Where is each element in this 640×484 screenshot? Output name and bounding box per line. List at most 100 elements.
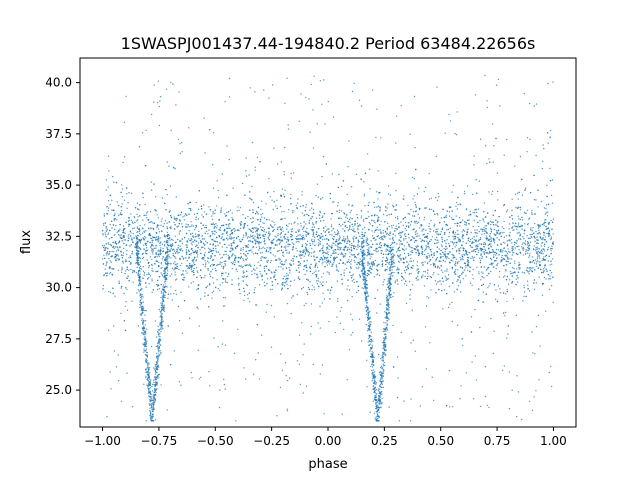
data-point xyxy=(357,240,360,242)
data-point xyxy=(303,225,305,227)
data-point xyxy=(489,257,492,260)
data-point xyxy=(318,285,320,288)
data-point xyxy=(197,235,200,238)
data-point xyxy=(130,244,133,246)
data-point xyxy=(301,194,303,196)
data-point xyxy=(336,256,338,259)
data-point xyxy=(370,261,373,263)
data-point xyxy=(315,274,317,276)
data-point xyxy=(376,274,378,276)
data-point xyxy=(118,280,120,282)
data-point xyxy=(526,280,529,282)
data-point xyxy=(395,204,398,206)
data-point xyxy=(265,257,267,259)
data-point xyxy=(185,226,188,228)
data-point xyxy=(227,273,230,275)
data-point xyxy=(234,261,236,263)
data-point xyxy=(251,270,253,272)
data-point xyxy=(426,257,428,259)
data-point xyxy=(243,299,245,302)
data-point xyxy=(545,207,547,210)
data-point xyxy=(458,276,460,279)
data-point xyxy=(230,255,233,257)
data-point xyxy=(126,250,128,252)
data-point xyxy=(319,211,321,214)
data-point xyxy=(140,268,142,270)
data-point xyxy=(506,240,508,242)
data-point xyxy=(192,251,195,254)
data-point xyxy=(518,245,520,247)
data-point xyxy=(441,228,443,231)
data-point xyxy=(417,245,419,248)
data-point xyxy=(379,246,382,249)
data-point xyxy=(312,232,315,234)
data-point xyxy=(486,274,488,277)
data-point xyxy=(335,264,338,266)
data-point xyxy=(238,288,241,291)
data-point xyxy=(119,246,121,249)
data-point xyxy=(137,234,139,237)
data-point xyxy=(451,253,453,255)
data-point xyxy=(255,246,258,248)
data-point xyxy=(189,208,192,210)
data-point xyxy=(167,297,169,299)
data-point xyxy=(214,209,216,211)
data-point xyxy=(136,219,139,221)
data-point xyxy=(454,246,456,248)
data-point xyxy=(413,215,416,217)
data-point xyxy=(109,194,112,197)
data-point xyxy=(305,223,307,225)
data-point xyxy=(409,246,411,248)
data-point xyxy=(291,210,293,212)
data-point xyxy=(420,224,423,226)
data-point xyxy=(131,253,133,255)
data-point xyxy=(346,214,348,216)
data-point xyxy=(392,259,395,261)
data-point xyxy=(325,229,328,231)
data-point xyxy=(490,228,493,231)
data-point xyxy=(412,260,415,262)
data-point xyxy=(270,241,272,243)
data-point xyxy=(322,245,324,247)
data-point xyxy=(297,229,299,231)
data-point xyxy=(326,238,328,240)
data-point xyxy=(448,242,450,245)
data-point xyxy=(156,253,158,256)
data-point xyxy=(171,244,174,247)
data-point xyxy=(204,292,206,294)
data-point xyxy=(382,281,385,283)
data-point xyxy=(251,227,254,229)
data-point xyxy=(539,225,541,227)
data-point xyxy=(214,233,216,235)
data-point xyxy=(537,233,540,235)
data-point xyxy=(392,296,394,298)
data-point xyxy=(216,251,218,254)
data-point xyxy=(437,273,439,275)
data-point xyxy=(238,209,240,211)
data-point xyxy=(314,266,316,268)
data-point xyxy=(430,264,432,266)
data-point xyxy=(247,215,249,218)
data-point xyxy=(524,212,526,214)
data-point xyxy=(524,242,526,244)
data-point xyxy=(290,233,292,235)
data-point xyxy=(187,238,190,240)
data-point xyxy=(411,251,414,254)
data-point xyxy=(321,197,324,199)
data-point xyxy=(296,202,299,204)
data-point xyxy=(349,217,351,219)
data-point xyxy=(158,255,161,258)
data-point xyxy=(429,249,431,251)
data-point xyxy=(455,205,457,208)
data-point xyxy=(528,218,530,220)
data-point xyxy=(473,219,475,222)
data-point xyxy=(109,273,111,275)
data-point xyxy=(224,213,226,215)
data-point xyxy=(196,235,198,237)
data-point xyxy=(178,233,180,235)
data-point xyxy=(136,258,139,261)
data-point xyxy=(197,218,199,220)
data-point xyxy=(266,303,268,306)
data-point xyxy=(108,291,110,293)
data-point xyxy=(339,310,341,312)
